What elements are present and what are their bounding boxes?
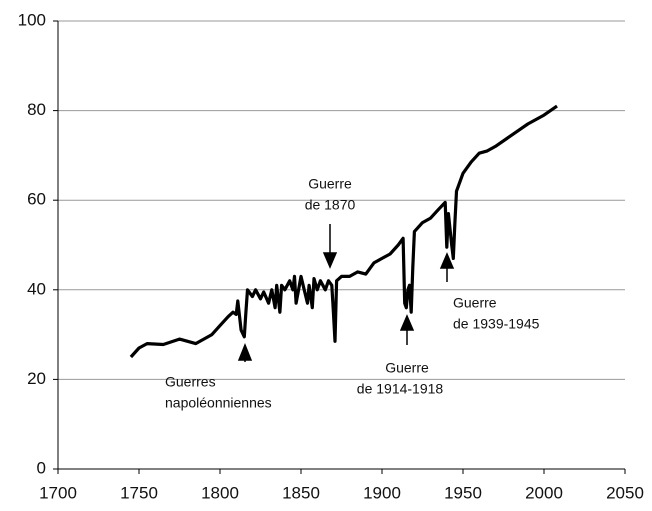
y-tick-label: 40 [27, 279, 46, 298]
y-tick-label: 20 [27, 369, 46, 388]
x-tick-label: 1950 [444, 483, 482, 502]
annotation: de 1939-1945 [453, 316, 540, 332]
x-tick-label: 2000 [525, 483, 563, 502]
x-tick-label: 1850 [282, 483, 320, 502]
annotation: Guerre [453, 295, 497, 311]
x-tick-label: 1750 [120, 483, 158, 502]
x-tick-label: 1900 [363, 483, 401, 502]
annotation: Guerres [165, 374, 216, 390]
y-tick-label: 0 [37, 458, 46, 477]
arrow-head [399, 314, 415, 331]
annotation: Guerre [308, 176, 352, 192]
line [129, 104, 558, 359]
arrows [237, 224, 455, 362]
annotation: de 1870 [305, 197, 356, 213]
arrow-head [439, 252, 455, 269]
x-tick-label: 2050 [606, 483, 644, 502]
x-tick-label: 1800 [201, 483, 239, 502]
y-tick-label: 80 [27, 100, 46, 119]
arrow-head [237, 342, 253, 361]
x-tick-label: 1700 [39, 483, 77, 502]
annotation: de 1914-1918 [357, 381, 444, 397]
annotation: Guerre [385, 360, 429, 376]
annotation: napoléonniennes [165, 395, 272, 411]
arrow-head [322, 252, 338, 269]
y-tick-label: 100 [18, 10, 46, 29]
y-tick-label: 60 [27, 190, 46, 209]
